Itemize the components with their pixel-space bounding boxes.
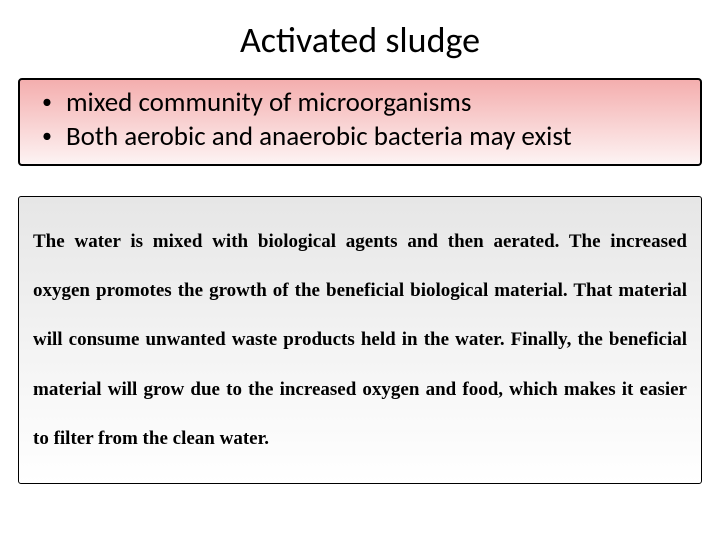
paragraph-box: The water is mixed with biological agent… (18, 196, 702, 485)
bullet-text: mixed community of microorganisms (66, 86, 471, 120)
slide-container: Activated sludge • mixed community of mi… (0, 0, 720, 540)
bullet-text: Both aerobic and anaerobic bacteria may … (66, 120, 572, 154)
paragraph-text: The water is mixed with biological agent… (33, 217, 687, 464)
bullet-box: • mixed community of microorganisms • Bo… (18, 78, 702, 166)
bullet-item: • mixed community of microorganisms (32, 86, 688, 120)
bullet-dot-icon: • (42, 120, 52, 152)
slide-title: Activated sludge (14, 18, 706, 62)
bullet-dot-icon: • (42, 86, 52, 118)
bullet-item: • Both aerobic and anaerobic bacteria ma… (32, 120, 688, 154)
